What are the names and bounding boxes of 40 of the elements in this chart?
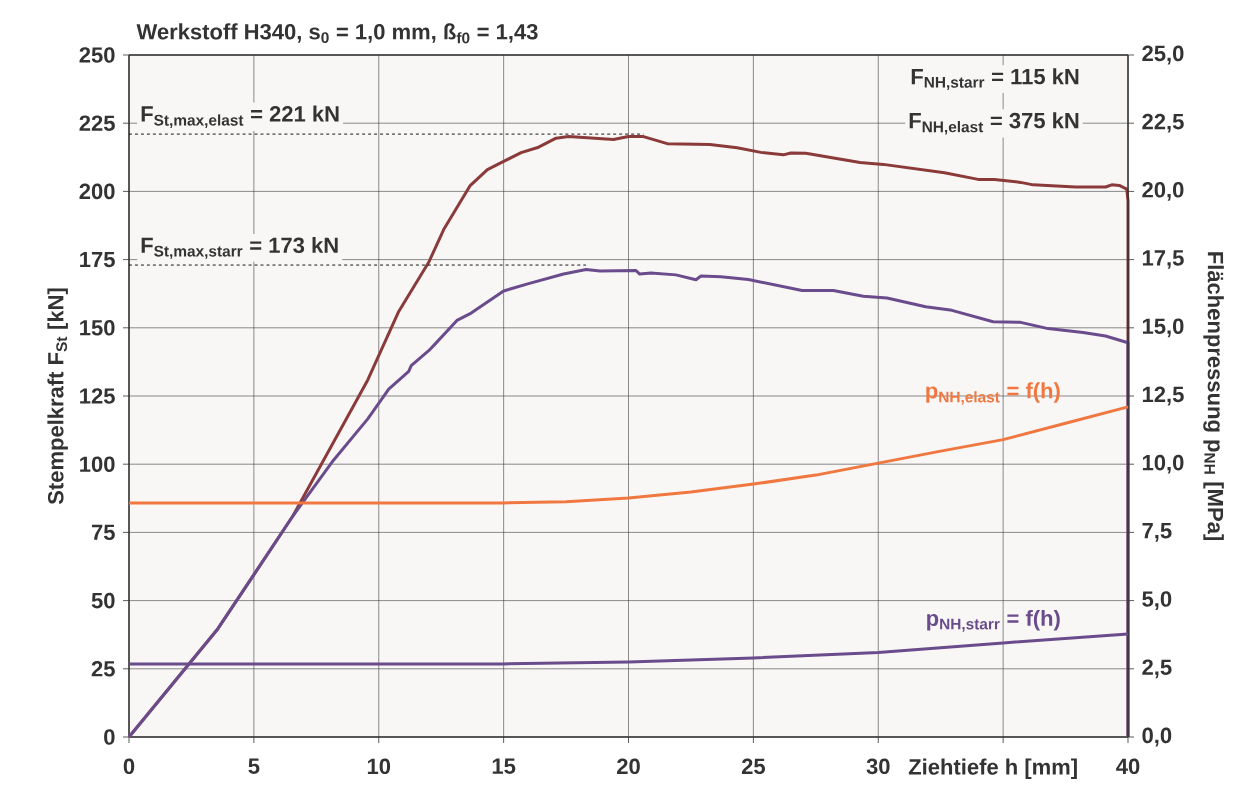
y-tick-label: 25 [91,661,115,677]
y-tick-label: 225 [79,115,115,131]
y2-tick-label: 10,0 [1142,454,1184,474]
y2-tick-label: 0,0 [1142,727,1172,747]
y-tick-label: 250 [79,47,115,63]
annotation: F$_{NH,elast}$ = 375 kN [909,112,1079,135]
y2-tick-label: 17,5 [1142,250,1184,269]
series-label: p$_{NH,starr}$ = f(h) [927,609,1060,632]
x-tick-label: 15 [492,758,516,774]
y2-tick-label: 15,0 [1142,318,1184,338]
y-tick-label: 100 [80,456,115,472]
annotation: F$_{NH,starr}$ = 115 kN [911,68,1079,90]
ref-line-label: $\text{F}_{\text{St,max,elast}}\text{ = 221 kN}$ [141,105,339,128]
x-tick-label: 20 [617,758,640,775]
y-tick-label: 150 [80,320,115,336]
x-tick-label: 0 [123,758,135,775]
x-tick-label: 40 [1116,758,1140,775]
y-axis-title: Stempelkraft F$_{St}$ [kN] [47,288,68,505]
y2-tick-label: 12,5 [1142,386,1184,406]
ref-line-label: $\text{F}_{\text{St,max,starr}}\text{ = 173 kN}$ [141,236,338,259]
y2-tick-label: 20,0 [1142,182,1184,201]
y-tick-label: 50 [91,592,115,609]
y2-tick-label: 7,5 [1142,523,1172,542]
series-label: p$_{NH,elast}$ = f(h) [926,382,1060,405]
y-tick-label: 175 [80,251,115,268]
x-axis-title: Ziehtiefe h [mm] [908,758,1077,780]
y2-tick-label: 5,0 [1142,591,1172,610]
chart-title: Werkstoff H340, s$_{0}$ = 1,0 mm, ß$_{f0}$ = 1,43 [136,23,538,44]
y2-tick-label: 2,5 [1142,659,1172,679]
y-tick-label: 75 [91,524,115,541]
y-tick-label: 200 [79,183,115,200]
x-tick-label: 25 [741,758,766,775]
y-tick-label: 125 [80,388,115,404]
y2-tick-label: 25,0 [1142,45,1184,65]
y2-tick-label: 22,5 [1142,113,1184,133]
x-tick-label: 5 [248,758,260,774]
x-tick-label: 30 [866,758,890,775]
x-tick-label: 10 [367,758,391,775]
y2-axis-title: Flächenpressung p$_{NH}$ [MPa] [1203,252,1224,540]
y-tick-label: 0 [104,729,115,745]
